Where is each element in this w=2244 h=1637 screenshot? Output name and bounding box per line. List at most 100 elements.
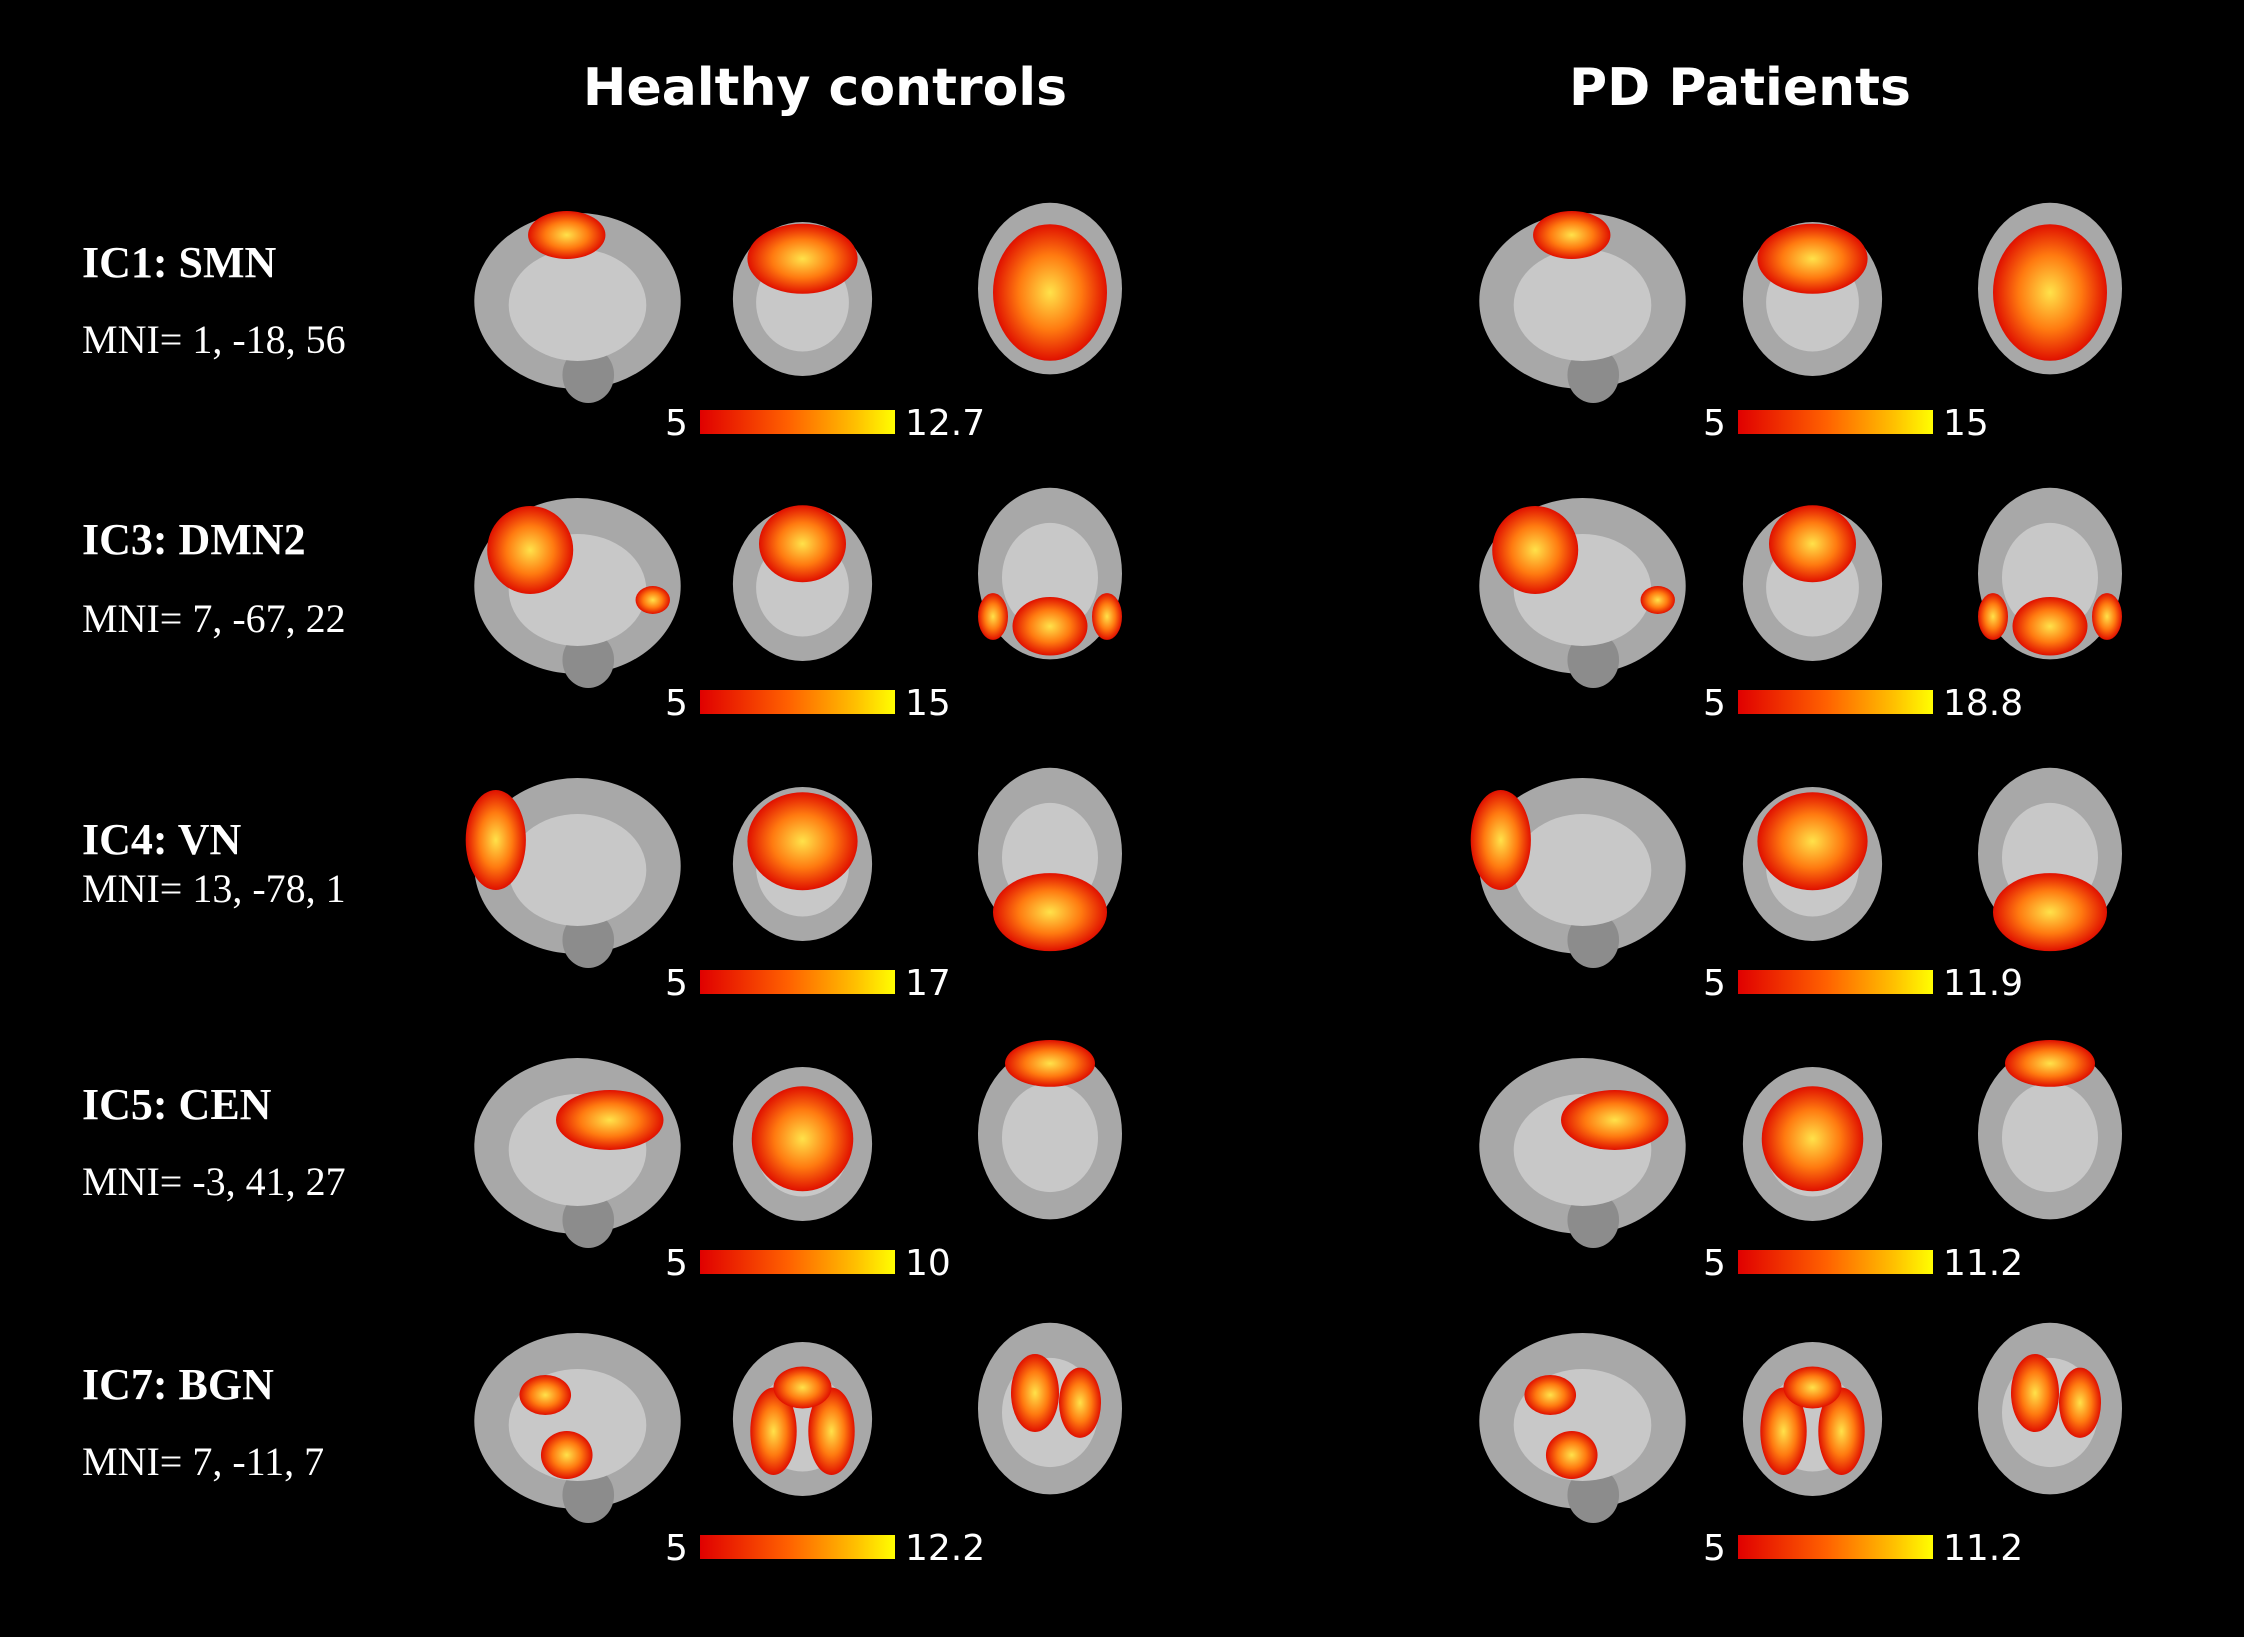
colorbar-min-label: 5 (1703, 683, 1726, 724)
colorbar (700, 970, 895, 994)
colorbar-min-label: 5 (1703, 963, 1726, 1004)
brainstem (1567, 1192, 1620, 1248)
ic-name: IC4: VN (82, 815, 242, 864)
white-matter (1513, 814, 1652, 926)
coronal-slice (732, 1067, 873, 1221)
white-matter (1002, 1082, 1098, 1193)
colorbar (700, 690, 895, 714)
colorbar-max-label: 11.2 (1943, 1243, 2024, 1284)
axial-slice (978, 1322, 1122, 1495)
activation-blob (519, 1375, 572, 1415)
activation-blob (808, 1387, 855, 1475)
axial-slice (978, 1040, 1122, 1220)
activation-blob (1059, 1367, 1101, 1438)
brainstem (1567, 632, 1620, 688)
coronal-slice (1742, 222, 1883, 376)
colorbar-max-label: 15 (905, 683, 951, 724)
colorbar-min-label: 5 (1703, 403, 1726, 444)
colorbar-min-label: 5 (1703, 1528, 1726, 1569)
coronal-slice (732, 222, 873, 376)
activation-blob (1012, 597, 1088, 656)
sagittal-slice (1479, 1058, 1686, 1248)
brainstem (562, 1192, 615, 1248)
brainstem (562, 347, 615, 403)
activation-blob (2059, 1367, 2101, 1438)
coronal-slice (732, 787, 873, 941)
colorbar (1738, 1250, 1933, 1274)
ic-name: IC3: DMN2 (82, 515, 306, 564)
sagittal-slice (1470, 778, 1686, 968)
coronal-slice (1742, 787, 1883, 941)
colorbar-min-label: 5 (665, 683, 688, 724)
activation-blob (2011, 1354, 2059, 1432)
activation-blob (1640, 586, 1675, 614)
sagittal-slice (474, 1333, 681, 1523)
axial-slice (978, 202, 1122, 375)
axial-slice (978, 487, 1122, 660)
ic-label-row: IC1: SMN MNI= 1, -18, 56 (82, 238, 346, 364)
sagittal-slice (465, 778, 681, 968)
activation-blob (1761, 1086, 1864, 1192)
sagittal-slice (474, 1058, 681, 1248)
colorbar-max-label: 11.9 (1943, 963, 2024, 1004)
activation-blob (635, 586, 670, 614)
axial-slice (1978, 202, 2122, 375)
activation-blob (1545, 1431, 1598, 1479)
white-matter (1513, 249, 1652, 361)
coronal-slice (1742, 1342, 1883, 1496)
activation-blob (993, 873, 1107, 952)
axial-slice (1978, 1040, 2122, 1220)
brainstem (1567, 1467, 1620, 1523)
activation-blob (1760, 1387, 1807, 1475)
colorbar (700, 1250, 895, 1274)
mni-coordinates: MNI= 7, -11, 7 (82, 1439, 325, 1484)
healthy-controls-title: Healthy controls (582, 58, 1068, 118)
activation-blob (1993, 224, 2107, 361)
activation-blob (747, 792, 858, 891)
activation-blob (1092, 593, 1122, 640)
mni-coordinates: MNI= 7, -67, 22 (82, 596, 346, 641)
colorbar (700, 410, 895, 434)
mni-coordinates: MNI= 13, -78, 1 (82, 866, 346, 911)
brainstem (562, 1467, 615, 1523)
brainstem (1567, 347, 1620, 403)
activation-blob (1818, 1387, 1865, 1475)
activation-blob (1757, 223, 1868, 294)
colorbar (700, 1535, 895, 1559)
ic-name: IC1: SMN (82, 238, 277, 287)
axial-slice (1978, 1322, 2122, 1495)
activation-blob (993, 224, 1107, 361)
brainstem (562, 912, 615, 968)
coronal-slice (1742, 1067, 1883, 1221)
pd-patients-title: PD Patients (1569, 58, 1911, 118)
colorbar (1738, 690, 1933, 714)
activation-blob (773, 1366, 832, 1409)
activation-blob (465, 790, 526, 890)
activation-blob (1769, 505, 1856, 583)
coronal-slice (732, 1342, 873, 1496)
activation-blob (759, 505, 846, 583)
activation-blob (2005, 1040, 2095, 1087)
colorbar (1738, 970, 1933, 994)
colorbar-min-label: 5 (665, 1528, 688, 1569)
activation-blob (2092, 593, 2122, 640)
white-matter (2002, 1082, 2098, 1193)
ic-name: IC7: BGN (82, 1360, 274, 1409)
ic-name: IC5: CEN (82, 1080, 272, 1129)
colorbar-min-label: 5 (665, 1243, 688, 1284)
colorbar-min-label: 5 (665, 403, 688, 444)
activation-blob (556, 1090, 664, 1150)
white-matter (508, 249, 647, 361)
activation-blob (1005, 1040, 1095, 1087)
activation-blob (751, 1086, 854, 1192)
activation-blob (1011, 1354, 1059, 1432)
ic-label-row: IC4: VN MNI= 13, -78, 1 (82, 815, 346, 913)
activation-blob (2012, 597, 2088, 656)
brainstem (562, 632, 615, 688)
colorbar-max-label: 15 (1943, 403, 1989, 444)
brainstem (1567, 912, 1620, 968)
axial-slice (1978, 487, 2122, 660)
activation-blob (1978, 593, 2008, 640)
activation-blob (747, 223, 858, 294)
sagittal-slice (474, 498, 681, 688)
